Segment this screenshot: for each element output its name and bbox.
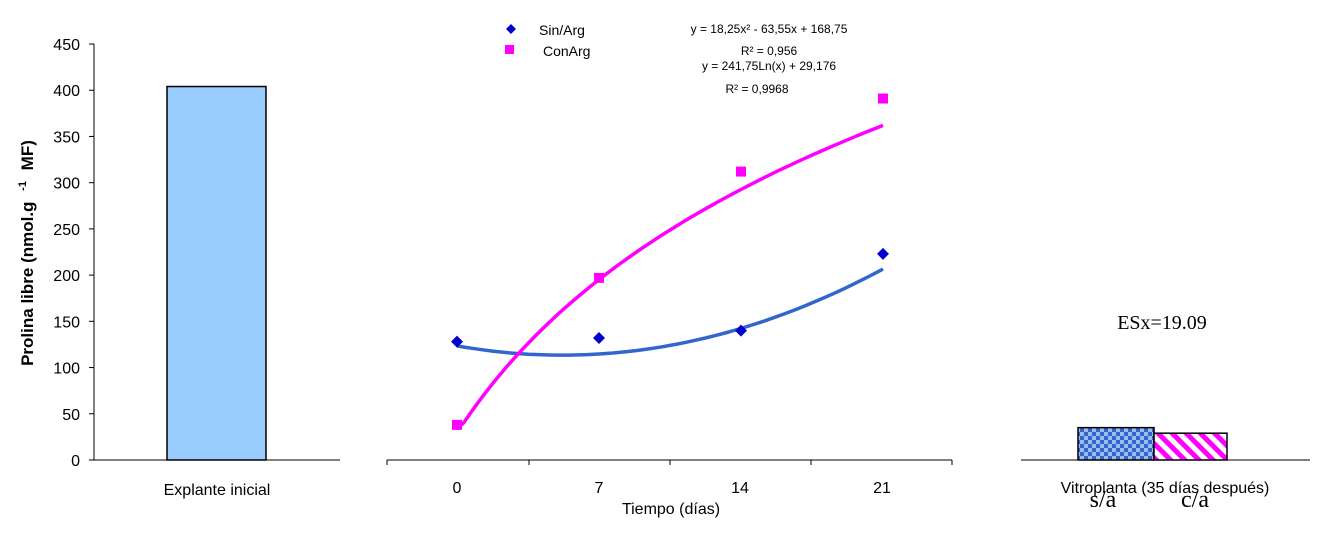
legend-diamond-marker xyxy=(506,24,516,34)
y-axis-label-main: Prolina libre (nmol.g xyxy=(18,202,37,366)
trendline-con-arg xyxy=(455,123,884,431)
y-tick-label: 450 xyxy=(53,37,80,54)
y-axis-label-exp: -1 xyxy=(17,181,29,191)
legend-label-sin-arg: Sin/Arg xyxy=(539,22,585,38)
panel-explante: Explante inicial xyxy=(94,85,340,499)
y-tick-label: 300 xyxy=(53,176,80,193)
x-tick-label: 14 xyxy=(731,480,749,497)
y-tick-label: 350 xyxy=(53,129,80,146)
y-tick-label: 0 xyxy=(71,453,80,470)
trendline-sin-arg xyxy=(456,267,884,357)
point-con-arg xyxy=(594,272,604,283)
y-tick-label: 400 xyxy=(53,83,80,100)
y-axis-label-unit: MF) xyxy=(18,140,37,170)
panel3-bar-label-c-a: c/a xyxy=(1181,487,1209,513)
point-con-arg xyxy=(736,166,746,177)
x-tick-label: 0 xyxy=(453,480,462,497)
legend: Sin/Arg ConArg xyxy=(505,22,590,59)
point-sin-arg xyxy=(877,247,889,260)
legend-square-marker xyxy=(505,45,514,54)
bar-c-a xyxy=(1153,432,1228,461)
point-sin-arg xyxy=(735,324,747,337)
panel2-x-axis-label: Tiempo (días) xyxy=(622,501,720,518)
panel3-bar-label-s-a: s/a xyxy=(1090,487,1117,513)
point-sin-arg xyxy=(451,335,463,348)
bar-explante-inicial xyxy=(166,85,267,461)
x-tick-label: 7 xyxy=(595,480,604,497)
point-con-arg xyxy=(452,419,462,430)
y-tick-label: 50 xyxy=(62,407,80,424)
legend-label-con-arg: ConArg xyxy=(543,43,590,59)
trend-equation-sin-arg: y = 18,25x² - 63,55x + 168,75 xyxy=(691,22,848,36)
bar-s-a xyxy=(1077,426,1155,461)
trend-r2-sin-arg: R² = 0,956 xyxy=(741,44,798,58)
y-tick-label: 100 xyxy=(53,361,80,378)
panel-vitroplanta: ESx=19.09 Vitroplanta (35 días después) … xyxy=(1021,312,1310,513)
x-tick-label: 21 xyxy=(873,480,891,497)
point-sin-arg xyxy=(593,331,605,344)
y-tick-label: 250 xyxy=(53,222,80,239)
panel3-annotation: ESx=19.09 xyxy=(1117,312,1207,334)
trend-equation-con-arg: y = 241,75Ln(x) + 29,176 xyxy=(702,59,836,73)
panel3-x-axis-label: Vitroplanta (35 días después) xyxy=(1061,480,1270,497)
panel1-category-label: Explante inicial xyxy=(164,482,271,499)
y-axis: 0 50 100 150 200 250 300 350 400 450 xyxy=(53,37,95,470)
point-con-arg xyxy=(878,93,888,104)
trend-r2-con-arg: R² = 0,9968 xyxy=(725,82,788,96)
y-tick-label: 150 xyxy=(53,314,80,331)
y-tick-label: 200 xyxy=(53,268,80,285)
y-axis-label: Prolina libre (nmol.g -1 MF) xyxy=(11,140,37,366)
panel-tiempo: Tiempo (días) Sin/Arg ConArg y = 18,25x²… xyxy=(386,22,953,518)
